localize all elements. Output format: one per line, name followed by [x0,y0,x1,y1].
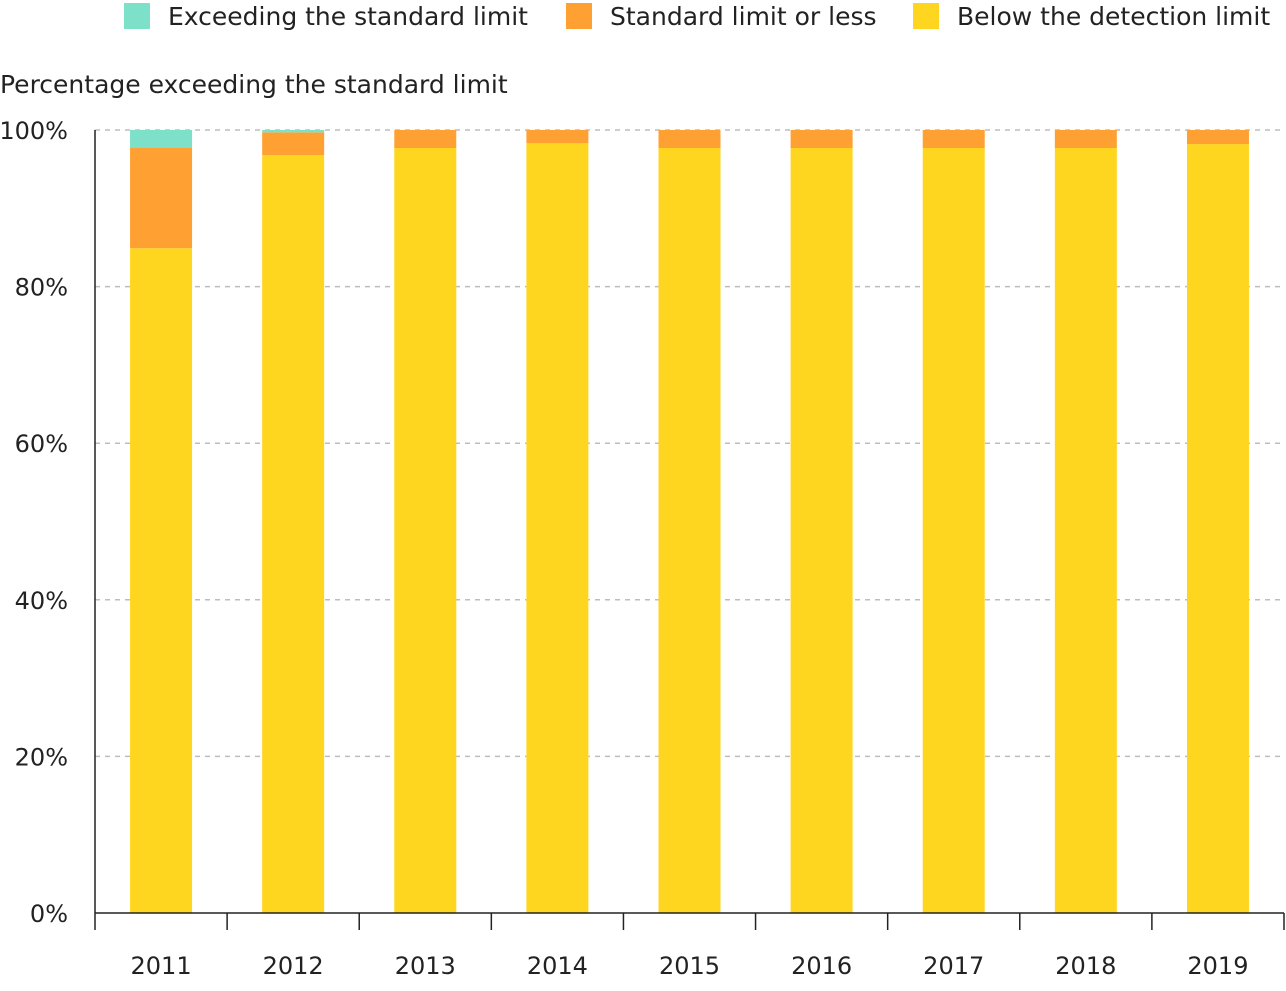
x-tick-label: 2011 [131,952,192,980]
bar-segment [394,148,457,913]
x-tick-label: 2012 [263,952,324,980]
bar-segment [922,148,985,913]
bar-segment [790,148,853,913]
bar-segment [658,130,721,149]
bar-segment [262,155,325,913]
bar-segment [130,248,193,913]
x-tick-label: 2017 [923,952,984,980]
y-axis-title: Percentage exceeding the standard limit [0,70,508,99]
x-tick-label: 2014 [527,952,588,980]
legend-item-exceeding: Exceeding the standard limit [124,0,528,32]
x-tick-label: 2015 [659,952,720,980]
y-tick-label: 0% [30,900,68,928]
y-tick-label: 40% [15,587,68,615]
x-tick-label: 2013 [395,952,456,980]
legend-swatch-standard-or-less [566,3,592,29]
bar-segment [262,130,325,133]
bar-segment [130,130,193,149]
legend-swatch-below-detection [913,3,939,29]
bar-segment [1186,130,1249,145]
x-tick-label: 2019 [1187,952,1248,980]
bar-segment [262,132,325,156]
bar-segment [394,130,457,149]
bar-segment [922,130,985,149]
legend-item-standard-or-less: Standard limit or less [566,0,877,32]
x-tick-label: 2016 [791,952,852,980]
y-tick-label: 60% [15,430,68,458]
bar-segment [658,148,721,913]
legend-label-standard-or-less: Standard limit or less [610,1,877,31]
legend-label-below-detection: Below the detection limit [957,1,1271,31]
y-tick-label: 80% [15,274,68,302]
legend: Exceeding the standard limit Standard li… [0,0,1286,32]
bar-segment [1054,130,1117,149]
x-tick-label: 2018 [1055,952,1116,980]
legend-swatch-exceeding [124,3,150,29]
bar-segment [526,143,589,913]
y-tick-label: 100% [0,117,68,145]
legend-item-below-detection: Below the detection limit [913,0,1270,32]
bar-segment [526,130,589,144]
bar-segment [130,148,193,249]
bar-segment [790,130,853,149]
bar-segment [1186,144,1249,913]
y-tick-label: 20% [15,743,68,771]
bar-segment [1054,148,1117,913]
legend-label-exceeding: Exceeding the standard limit [168,1,528,31]
